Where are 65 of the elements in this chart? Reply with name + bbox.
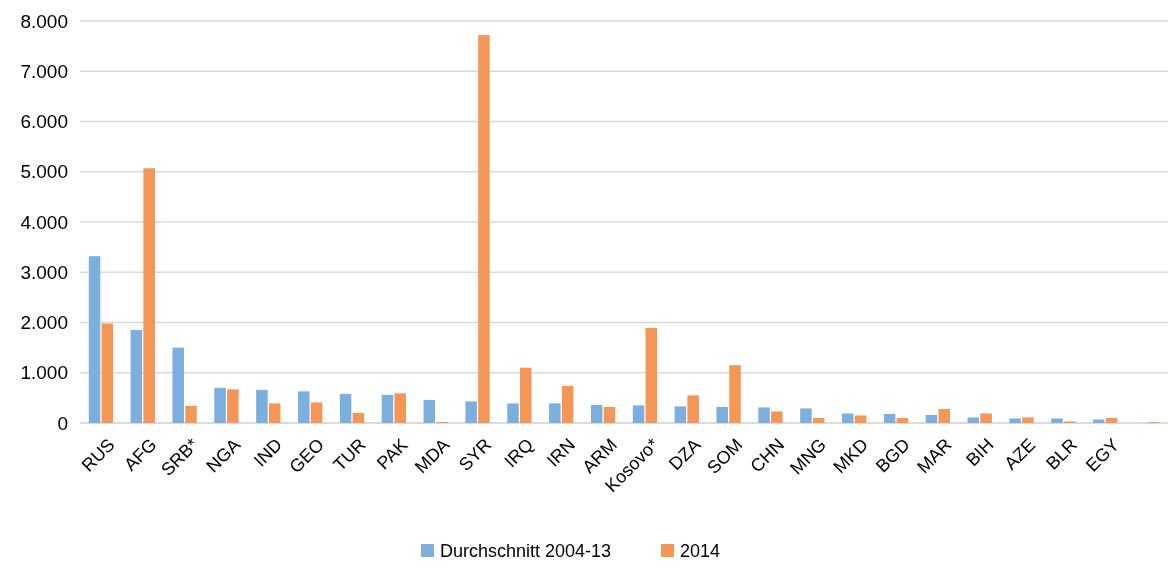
bar [854,415,867,423]
bar [967,417,980,423]
bar [603,406,616,423]
bar [812,417,825,423]
bar [478,35,490,423]
x-tick-label: TUR [329,434,370,475]
x-tick-label: IRN [542,434,579,471]
bar [729,365,741,423]
bar [645,328,658,423]
bar [465,401,477,423]
legend-label: 2014 [680,541,721,561]
bar [214,387,226,423]
bar [842,413,854,423]
bar [1105,417,1118,423]
x-tick-label: DZA [664,434,705,475]
bar [394,393,406,423]
legend-label: Durchschnitt 2004-13 [440,541,612,561]
bar [88,256,101,423]
bar [352,412,365,423]
bar [1051,418,1063,423]
bar [771,411,783,423]
x-tick-label: IRQ [500,434,538,472]
bar [268,403,281,423]
y-tick-label: 8.000 [20,10,68,32]
y-tick-label: 4.000 [20,211,68,233]
bar [883,413,896,423]
bar [310,402,323,423]
bar [938,408,950,423]
bar [716,406,728,423]
bar [130,330,143,423]
bar [256,389,268,423]
bar [143,168,155,423]
bar [687,395,699,423]
y-tick-label: 3.000 [20,261,68,283]
bar [339,393,352,423]
bar [896,417,909,423]
bar [758,407,770,423]
bar [1009,418,1021,423]
bar [172,347,184,423]
bar [980,413,992,423]
y-tick-label: 2.000 [20,312,68,334]
bar [549,403,561,423]
y-tick-label: 6.000 [20,111,68,133]
bar [925,414,938,423]
x-tick-label: IND [249,434,287,471]
bar [298,391,310,423]
bar [674,406,687,423]
bar [800,408,812,423]
bar [632,405,645,423]
bar [1093,419,1105,423]
bar [101,323,114,423]
bar [507,403,519,423]
bar [590,404,603,423]
bar [381,394,394,423]
y-tick-label: 7.000 [20,60,68,82]
bar [185,405,197,423]
bar [227,389,239,423]
bar [423,399,436,423]
bar [561,385,574,423]
x-tick-label: BIH [962,434,998,470]
y-tick-label: 0 [57,412,68,434]
y-tick-label: 1.000 [20,362,68,384]
bar [1022,417,1034,423]
y-tick-label: 5.000 [20,161,68,183]
bar [520,367,532,423]
